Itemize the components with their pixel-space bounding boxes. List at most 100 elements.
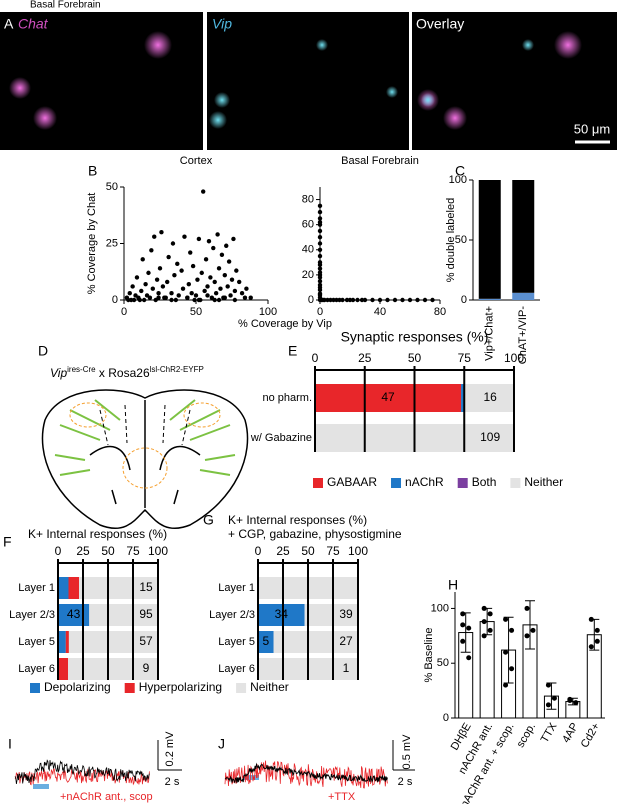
point <box>188 250 193 255</box>
point <box>545 702 551 708</box>
point <box>588 616 594 622</box>
point <box>355 297 360 303</box>
category-label: Layer 5 <box>218 636 255 648</box>
trace <box>224 762 388 784</box>
data-label: 43 <box>67 607 81 621</box>
scale-bar <box>157 740 182 771</box>
x-tick-label: 50 <box>190 306 202 318</box>
point <box>206 239 212 244</box>
point <box>317 291 323 296</box>
point <box>130 284 135 289</box>
category-label: Layer 2/3 <box>9 609 55 621</box>
point <box>430 297 435 303</box>
point <box>163 295 168 300</box>
point <box>317 219 323 225</box>
point <box>215 232 220 237</box>
title-part: Vip <box>50 366 67 380</box>
chart-title: K+ Internal responses (%) <box>228 513 367 527</box>
point <box>190 263 196 269</box>
y-tick-label: 20 <box>302 269 314 281</box>
point <box>460 638 466 644</box>
x-tick-label: 25 <box>76 544 90 558</box>
point <box>150 286 155 291</box>
legend-label: Depolarizing <box>44 680 111 694</box>
trace <box>14 759 150 784</box>
y-tick-label: 0 <box>461 294 467 306</box>
x-tick-label: 75 <box>458 351 472 365</box>
point <box>350 297 356 303</box>
point <box>159 230 164 235</box>
bar-segment <box>58 658 68 680</box>
point <box>503 682 509 688</box>
data-label: 57 <box>139 634 153 648</box>
point <box>205 284 210 289</box>
point <box>524 633 530 639</box>
point <box>140 257 145 262</box>
point <box>317 235 323 240</box>
scale-label: 2 s <box>398 776 413 788</box>
data-label: 27 <box>339 634 353 648</box>
x-tick-label: 4AP <box>560 721 581 745</box>
bar-segment <box>65 631 69 653</box>
x-tick-label: 0 <box>312 351 319 365</box>
category-label: Layer 6 <box>18 663 55 675</box>
bar-segment <box>315 384 462 412</box>
x-tick-label: 0 <box>55 544 62 558</box>
point <box>201 189 206 194</box>
x-tick-label: 100 <box>504 351 524 365</box>
x-tick-label: ChAT+/VIP- <box>517 306 529 365</box>
point <box>594 638 600 644</box>
image-label: Chat <box>18 16 49 32</box>
x-tick-label: scop. <box>515 721 539 750</box>
x-tick-label: Vip+/Chat+ <box>484 306 496 361</box>
y-axis-label: % Baseline <box>423 627 435 682</box>
point <box>317 282 323 288</box>
x-tick-label: 25 <box>276 544 290 558</box>
scale-bar <box>392 740 415 771</box>
y-tick-label: 0 <box>308 294 314 306</box>
point <box>407 297 413 303</box>
cell <box>9 77 31 99</box>
point <box>195 277 200 282</box>
point <box>149 248 154 253</box>
point <box>208 275 213 280</box>
panel-j: J 0.5 mV 2 s +TTX <box>218 734 415 803</box>
point <box>170 241 176 246</box>
point <box>157 266 163 271</box>
point <box>169 297 174 303</box>
point <box>193 293 199 298</box>
scale-label: 2 s <box>165 776 180 788</box>
point <box>551 695 557 701</box>
y-tick-label: 60 <box>302 219 314 231</box>
x-tick-label: TTX <box>539 720 560 745</box>
y-tick-label: 50 <box>437 657 449 669</box>
legend-swatch <box>457 478 468 488</box>
trace-label: +TTX <box>328 791 356 803</box>
point <box>232 297 238 303</box>
bar-segment <box>79 577 158 599</box>
data-label: 95 <box>139 607 153 621</box>
point <box>173 297 179 303</box>
point <box>222 272 227 278</box>
x-tick-label: 75 <box>326 544 340 558</box>
x-tick-label: 40 <box>374 306 386 318</box>
chart-title: K+ Internal responses (%) <box>28 527 167 541</box>
bar-segment <box>89 604 158 626</box>
data-label: 34 <box>275 607 289 621</box>
panel-label: D <box>38 343 48 359</box>
bar-segment <box>478 180 501 299</box>
bar-segment <box>68 631 158 653</box>
bar-segment <box>68 577 79 599</box>
point <box>317 247 323 252</box>
point <box>239 291 245 296</box>
x-tick-label: 100 <box>259 306 277 318</box>
point <box>141 297 147 303</box>
point <box>524 605 530 611</box>
point <box>481 619 487 625</box>
x-tick-label: Cd2+ <box>579 721 603 750</box>
panel-a: Basal Forebrain A Chat Vip Overlay 50 μm <box>0 0 617 150</box>
image-overlay <box>412 12 617 150</box>
bar-segment <box>512 292 535 300</box>
cell <box>554 31 582 59</box>
point <box>392 297 398 303</box>
